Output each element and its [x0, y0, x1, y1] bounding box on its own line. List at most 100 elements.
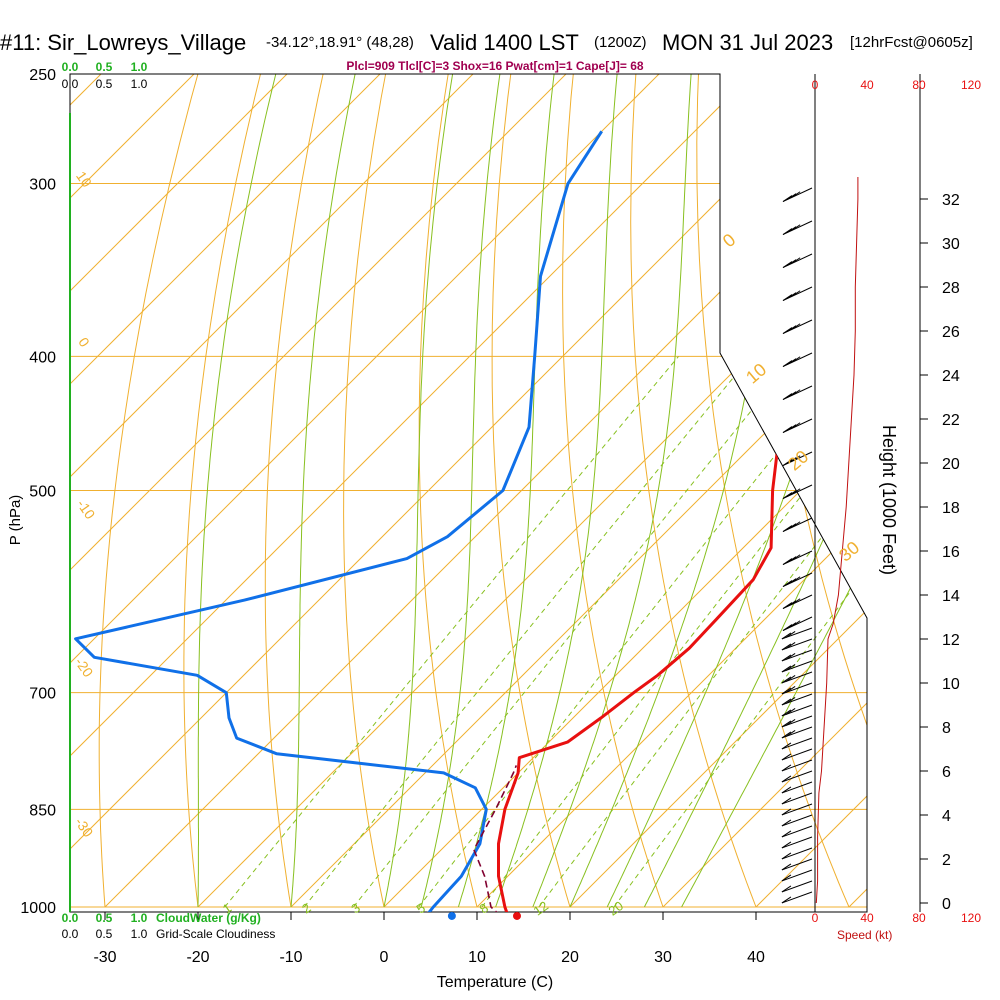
- height-tick-label: 22: [942, 412, 960, 429]
- barb-feather: [785, 696, 796, 704]
- forecast-tag: [12hrFcst@0605z]: [850, 34, 973, 51]
- barb-feather: [790, 323, 801, 331]
- height-tick-label: 16: [942, 544, 960, 561]
- x-tick-label: 20: [561, 949, 579, 966]
- barb-feather: [786, 622, 797, 630]
- barb-feather: [785, 652, 796, 660]
- barb-feather: [782, 261, 793, 268]
- mixing-ratio-line: [481, 356, 867, 908]
- isotherm-line: [662, 74, 867, 908]
- barb-feather: [786, 226, 797, 234]
- x-tick-label: 30: [654, 949, 672, 966]
- barb-feather: [781, 863, 792, 871]
- isotherm-line: [70, 74, 846, 908]
- barb-feather: [782, 327, 793, 334]
- wind-barb: [782, 418, 813, 433]
- moist-adiabat: [532, 74, 692, 908]
- wind-barb: [781, 715, 813, 728]
- wind-barb: [781, 682, 813, 695]
- barb-feather: [790, 455, 801, 463]
- height-tick-label: 14: [942, 588, 960, 605]
- cloudiness-scale-bottom: 0.0: [62, 927, 79, 941]
- speed-tick-top: 80: [912, 78, 926, 92]
- cloud-scale-top: 0.5: [96, 60, 113, 74]
- cloud-water-label: CloudWater (g/Kg): [156, 911, 261, 925]
- barb-staff: [781, 781, 813, 794]
- barb-feather: [786, 600, 797, 608]
- barb-staff: [781, 847, 813, 860]
- wind-barb: [781, 737, 813, 750]
- barb-feather: [782, 580, 793, 587]
- dry-adiabat-label: -10: [74, 496, 99, 522]
- station-coords: -34.12°,18.91° (48,28): [266, 34, 414, 51]
- isotherm-line: [70, 74, 753, 908]
- p-tick-label: 850: [29, 802, 56, 819]
- wind-barb: [781, 891, 813, 904]
- valid-time: Valid 1400 LST: [430, 30, 579, 55]
- isotherm-line: [70, 74, 474, 908]
- x-tick-label: 10: [468, 949, 486, 966]
- barb-feather: [785, 685, 796, 693]
- surface-dewpoint-dot: [447, 911, 456, 920]
- dry-adiabat: [562, 74, 664, 908]
- speed-tick-top: 40: [860, 78, 874, 92]
- wind-barb: [781, 693, 813, 706]
- barb-staff: [781, 770, 813, 783]
- barb-feather: [781, 709, 792, 717]
- valid-date: MON 31 Jul 2023: [662, 30, 834, 55]
- wind-barb: [782, 616, 813, 631]
- barb-feather: [786, 193, 797, 201]
- wind-barb: [781, 869, 813, 882]
- barb-feather: [782, 525, 793, 532]
- isotherm-line: [70, 74, 567, 908]
- dry-adiabat: [630, 74, 757, 908]
- barb-feather: [790, 521, 801, 529]
- wind-barb: [781, 649, 813, 662]
- barb-feather: [781, 896, 792, 904]
- speed-tick-top: 120: [961, 78, 981, 92]
- barb-feather: [786, 578, 797, 586]
- barb-feather: [781, 654, 792, 662]
- barb-feather: [781, 874, 792, 882]
- barb-feather: [786, 523, 797, 531]
- cloud-scale-bottom: 0.0: [62, 911, 79, 925]
- wind-barb: [781, 704, 813, 717]
- moist-adiabat: [383, 74, 454, 908]
- barb-feather: [786, 457, 797, 465]
- speed-tick-top: 0: [812, 78, 819, 92]
- wind-barb: [782, 253, 813, 268]
- barb-staff: [781, 825, 813, 838]
- height-tick-label: 4: [942, 808, 951, 825]
- speed-tick-bottom: 80: [912, 911, 926, 925]
- height-tick-label: 18: [942, 500, 960, 517]
- dry-adiabat: [947, 50, 1000, 908]
- barb-staff: [781, 748, 813, 761]
- p-tick-label: 500: [29, 484, 56, 501]
- barb-feather: [781, 764, 792, 772]
- barb-feather: [790, 422, 801, 430]
- wind-barb: [781, 726, 813, 739]
- indices-line: Plcl=909 Tlcl[C]=3 Shox=16 Pwat[cm]=1 Ca…: [346, 59, 643, 73]
- x-axis-label: Temperature (C): [437, 974, 553, 991]
- wind-barb: [781, 748, 813, 761]
- dry-adiabat-label: -30: [72, 814, 97, 840]
- series-dewpoint: [74, 130, 603, 912]
- speed-axis-label: Speed (kt): [837, 928, 892, 942]
- isotherm-line: [197, 74, 867, 908]
- cloudiness-scale-top: 0.5: [96, 77, 113, 91]
- barb-feather: [782, 426, 793, 433]
- barb-feather: [782, 393, 793, 400]
- wind-barbs: [781, 187, 813, 904]
- isotherm-line: [70, 74, 288, 908]
- mixing-ratio-line: [303, 356, 752, 908]
- cloudiness-scale-bottom: 0.5: [96, 927, 113, 941]
- barb-feather: [781, 720, 792, 728]
- mixing-ratio-label: 5: [413, 900, 428, 916]
- barb-feather: [781, 698, 792, 706]
- barb-feather: [790, 389, 801, 397]
- cloudiness-label: Grid-Scale Cloudiness: [156, 927, 275, 941]
- wind-barb: [781, 803, 813, 816]
- isotherm-label: 0: [719, 230, 740, 252]
- cloudiness-scale-bottom: 1.0: [131, 927, 148, 941]
- mixing-ratio-line: [224, 356, 679, 908]
